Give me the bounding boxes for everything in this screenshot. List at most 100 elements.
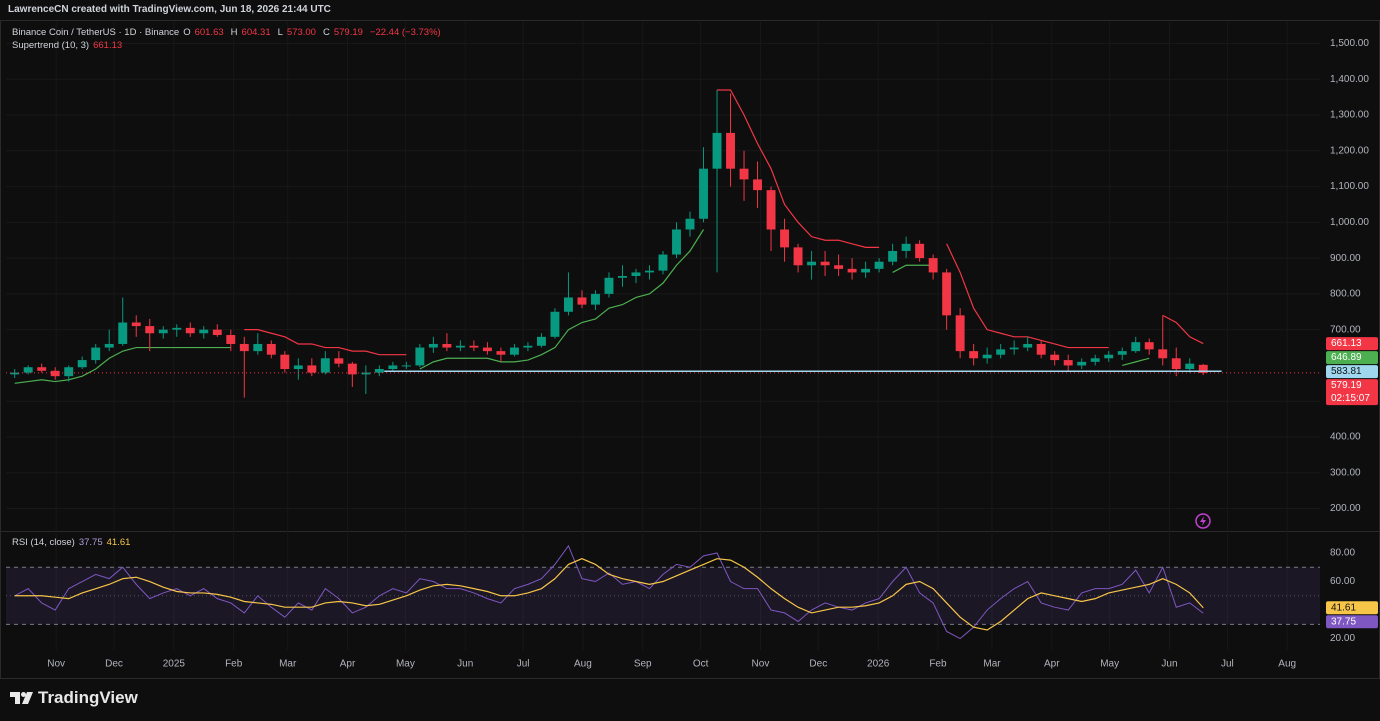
candle-body xyxy=(1036,343,1046,355)
candle-body xyxy=(901,243,911,251)
candle-body xyxy=(199,329,209,334)
x-tick-label: Apr xyxy=(1044,659,1060,670)
x-tick-label: Nov xyxy=(752,659,770,670)
candle-body xyxy=(212,329,222,336)
candle-body xyxy=(131,322,141,327)
x-tick-label: Sep xyxy=(634,659,652,670)
candle-body xyxy=(1198,364,1208,373)
candle-body xyxy=(739,168,749,180)
candle-body xyxy=(496,351,506,355)
candle-body xyxy=(982,354,992,359)
rsi-legend: RSI (14, close) 37.75 41.61 xyxy=(12,537,130,548)
symbol-name: Binance Coin / TetherUS · 1D · Binance xyxy=(12,27,180,38)
price-label: 646.89 xyxy=(1331,352,1362,363)
candle-body xyxy=(347,363,357,375)
y-tick-label: 900.00 xyxy=(1330,253,1361,264)
rsi-line xyxy=(14,544,1204,640)
candle-body xyxy=(888,250,898,262)
y-tick-label: 300.00 xyxy=(1330,467,1361,478)
candle-body xyxy=(969,351,979,359)
candle-body xyxy=(320,358,330,373)
candle-body xyxy=(401,365,411,367)
candle-body xyxy=(915,243,925,259)
candle-body xyxy=(118,322,128,344)
candle-body xyxy=(672,229,681,255)
candle-body xyxy=(699,168,708,219)
candle-body xyxy=(23,367,33,373)
candle-body xyxy=(455,345,465,348)
candle-body xyxy=(1050,354,1060,361)
y-tick-label: 1,300.00 xyxy=(1330,110,1369,121)
candle-body xyxy=(591,293,600,305)
supertrend-up xyxy=(1122,357,1150,367)
candle-body xyxy=(996,349,1006,355)
y-tick-label: 1,100.00 xyxy=(1330,181,1369,192)
candle-body xyxy=(374,369,384,373)
x-tick-label: Aug xyxy=(1278,659,1296,670)
x-tick-label: Aug xyxy=(574,659,592,670)
rsi-ma-value: 41.61 xyxy=(106,537,131,548)
candle-body xyxy=(226,335,236,344)
candle-body xyxy=(577,297,587,305)
candle-body xyxy=(834,265,844,269)
y-tick-label: 1,400.00 xyxy=(1330,74,1369,85)
brand: TradingView xyxy=(38,688,138,707)
attribution: LawrenceCN created with TradingView.com,… xyxy=(8,4,331,15)
candle-body xyxy=(1171,358,1181,370)
candle-body xyxy=(172,327,182,330)
y-tick-label: 1,000.00 xyxy=(1330,217,1369,228)
candle-body xyxy=(1090,358,1100,362)
candle-body xyxy=(428,343,438,348)
y-tick-label: 400.00 xyxy=(1330,432,1361,443)
candle-body xyxy=(1077,361,1087,366)
x-tick-label: Apr xyxy=(340,659,356,670)
candle-body xyxy=(158,329,168,334)
candle-body xyxy=(469,345,479,348)
candle-body xyxy=(1117,351,1127,355)
supertrend-legend: Supertrend (10, 3) 661.13 xyxy=(12,40,125,51)
candle-body xyxy=(1144,342,1154,350)
x-tick-label: Jul xyxy=(1221,659,1234,670)
y-tick-label: 700.00 xyxy=(1330,324,1361,335)
supertrend-down xyxy=(1162,314,1204,345)
candle-body xyxy=(1131,342,1141,352)
ohlc-key: C xyxy=(322,27,330,38)
candle-body xyxy=(820,261,830,266)
candle-body xyxy=(955,315,965,352)
candle-body xyxy=(874,261,884,269)
price-label-bg xyxy=(1326,379,1378,406)
candle-body xyxy=(631,272,641,276)
ohlc-value: 579.19 xyxy=(333,27,363,38)
price-label: 37.75 xyxy=(1331,616,1356,627)
candle-body xyxy=(1104,354,1114,359)
supertrend-down xyxy=(244,329,407,356)
candle-body xyxy=(1023,343,1033,348)
price-label: 579.19 xyxy=(1331,380,1362,391)
price-label-bg xyxy=(1326,351,1378,365)
change: −22.44 (−3.73%) xyxy=(369,27,441,38)
y-tick-label: 800.00 xyxy=(1330,289,1361,300)
price-label-bg xyxy=(1326,365,1378,379)
alert-icon xyxy=(1195,513,1211,529)
x-tick-label: Dec xyxy=(105,659,123,670)
candle-body xyxy=(253,343,263,352)
candle-body xyxy=(658,254,668,271)
candle-body xyxy=(1063,360,1073,366)
ohlc-value: 601.63 xyxy=(194,27,224,38)
candle-body xyxy=(10,372,20,375)
candle-body xyxy=(523,345,533,348)
candle-body xyxy=(1185,363,1195,370)
candle-body xyxy=(942,272,952,316)
countdown: 02:15:07 xyxy=(1331,393,1370,404)
candle-body xyxy=(793,247,803,266)
candle-body xyxy=(509,347,519,355)
candle-body xyxy=(64,367,74,377)
price-label-bg xyxy=(1326,337,1378,351)
candle-body xyxy=(780,229,790,248)
candle-body xyxy=(1009,347,1019,350)
indicator-value: 661.13 xyxy=(93,40,123,51)
candle-body xyxy=(861,268,871,273)
price-label: 583.81 xyxy=(1331,366,1362,377)
x-tick-label: Mar xyxy=(279,659,297,670)
